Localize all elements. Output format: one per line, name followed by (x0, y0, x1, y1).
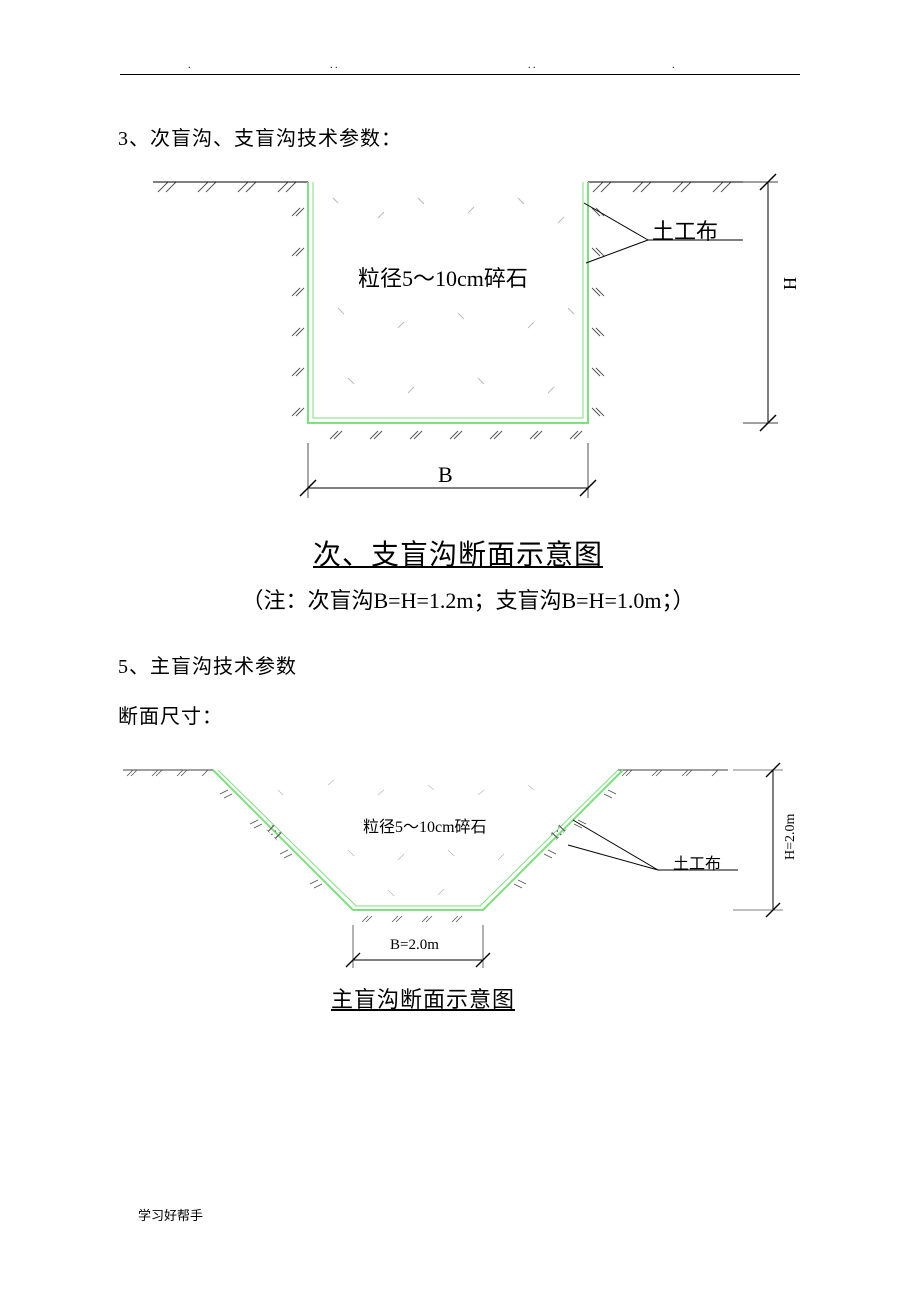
diagram-title-2: 主盲沟断面示意图 (318, 982, 528, 1014)
header-dot: . (672, 60, 675, 71)
header-rule (120, 74, 800, 75)
fill-label: 粒径5～10cm碎石 (358, 261, 528, 293)
dim-b-label-2: B=2.0m (390, 937, 439, 954)
section-heading-1: 3、次盲沟、支盲沟技术参数： (118, 122, 402, 151)
dim-h-label-2: H=2.0m (783, 814, 799, 860)
dim-h-label: H (780, 277, 801, 290)
header-dot: . (188, 60, 191, 71)
footer-text: 学习好帮手 (138, 1205, 203, 1224)
callout-label-2: 土工布 (673, 850, 721, 874)
header-dot: . . (528, 60, 536, 71)
section-heading-2: 5、主盲沟技术参数 (118, 650, 297, 679)
callout-label: 土工布 (652, 214, 718, 246)
header-dot: . . (330, 60, 338, 71)
fill-label-2: 粒径5～10cm碎石 (363, 813, 487, 837)
diagram-main-blind-ditch: 粒径5～10cm碎石 1:1 1:1 土工布 H=2.0m B=2.0m 主盲沟… (118, 750, 818, 1090)
diagram-note: （注：次盲沟B=H=1.2m；支盲沟B=H=1.0m；） (208, 583, 728, 615)
diagram-title: 次、支盲沟断面示意图 (268, 533, 648, 573)
dim-b-label: B (438, 462, 453, 488)
diagram-secondary-blind-ditch: 粒径5～10cm碎石 土工布 H B 次、支盲沟断面示意图 （注：次盲沟B=H=… (148, 168, 798, 628)
subheading-2: 断面尺寸： (118, 700, 223, 729)
